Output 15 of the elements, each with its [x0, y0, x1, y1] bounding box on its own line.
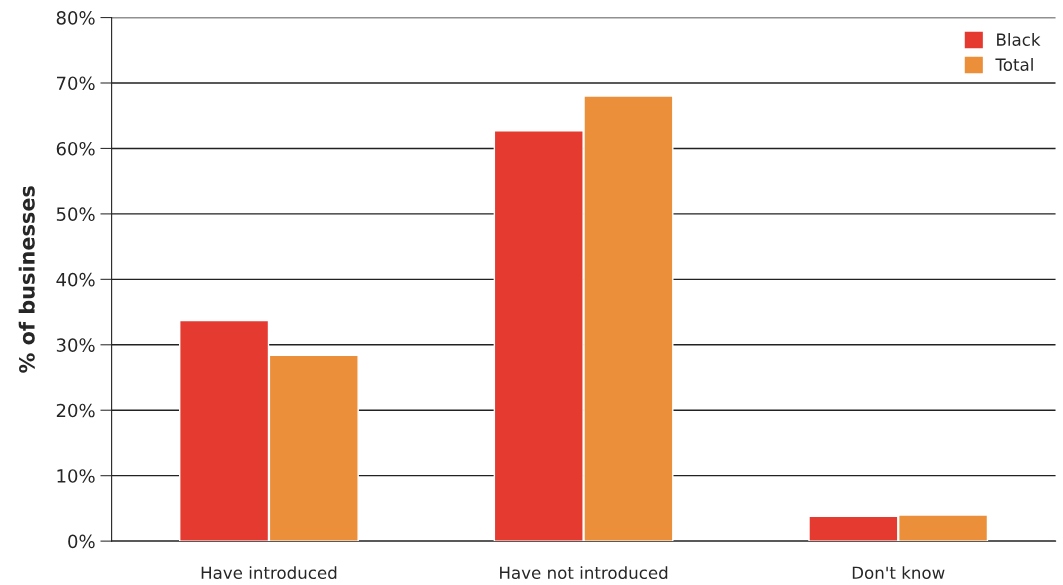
y-tick-label: 0% [68, 534, 95, 549]
y-tick-label: 70% [56, 76, 95, 91]
x-tick-label: Don't know [852, 566, 945, 580]
y-axis-title: % of businesses [18, 186, 35, 373]
y-tick-label: 30% [56, 338, 95, 352]
y-tick-label: 60% [56, 141, 95, 156]
legend-label: Black [997, 33, 1041, 46]
y-tick-label: 80% [56, 11, 95, 25]
y-tick-label: 50% [56, 207, 95, 222]
x-tick-label: Have not introduced [500, 566, 668, 580]
legend-label: Total [995, 58, 1033, 71]
y-tick-label: 20% [56, 403, 95, 418]
x-tick-label: Have introduced [201, 566, 337, 580]
y-tick-label: 10% [57, 469, 95, 483]
y-tick-label: 40% [56, 272, 95, 287]
